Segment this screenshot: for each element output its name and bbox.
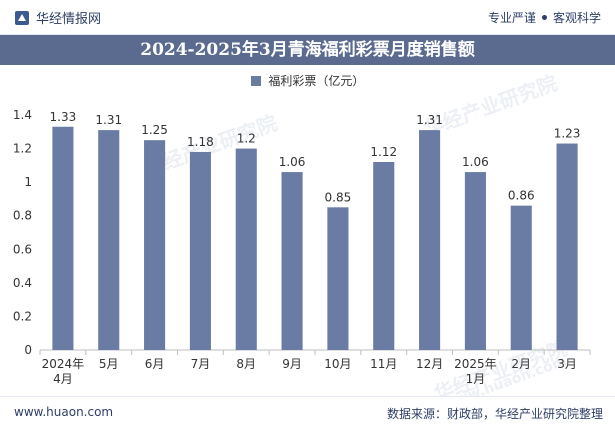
x-tick-label: 2月 (511, 357, 531, 371)
y-tick-label: 1.2 (13, 142, 32, 156)
legend-label: 福利彩票（亿元） (268, 74, 365, 88)
tagline: 专业严谨 客观科学 (488, 9, 601, 26)
bar (52, 126, 74, 350)
chart-legend: 福利彩票（亿元） (0, 72, 615, 89)
x-tick-label-line: 2024年 (42, 357, 85, 371)
brand-logo-icon (15, 10, 29, 25)
bar (373, 162, 395, 350)
x-tick-label: 11月 (370, 357, 397, 371)
brand-name: 华经情报网 (36, 12, 102, 27)
bar (235, 148, 257, 350)
bar (464, 172, 486, 350)
x-tick-label: 8月 (236, 357, 256, 371)
bar (556, 143, 578, 350)
x-tick-label-line: 6月 (145, 357, 165, 371)
bar-value-label: 1.23 (554, 127, 581, 141)
bar (419, 130, 441, 350)
bar (327, 207, 349, 350)
x-tick-label-line: 1月 (466, 372, 486, 386)
x-tick-label-line: 5月 (99, 357, 119, 371)
bar-value-label: 1.12 (370, 145, 397, 159)
tagline-right: 客观科学 (552, 11, 601, 25)
bar-value-label: 1.31 (416, 113, 443, 127)
x-tick-label-line: 11月 (370, 357, 397, 371)
bar-value-label: 1.06 (462, 155, 489, 169)
x-tick-label-line: 3月 (557, 357, 577, 371)
x-tick-label: 3月 (557, 357, 577, 371)
bar-value-label: 1.33 (50, 110, 77, 124)
bar (189, 151, 211, 350)
x-tick-label: 12月 (416, 357, 443, 371)
bar-value-label: 1.2 (237, 132, 256, 146)
x-tick-label-line: 4月 (53, 372, 73, 386)
y-tick-label: 0.8 (13, 209, 32, 223)
separator-dot-icon (541, 15, 547, 20)
x-tick-label: 2025年 1月 (454, 357, 497, 386)
x-tick-label-line: 12月 (416, 357, 443, 371)
x-tick-label-line: 2025年 (454, 357, 497, 371)
bar (510, 205, 532, 350)
bar-value-label: 0.85 (325, 190, 352, 204)
x-tick-label-line: 7月 (191, 357, 211, 371)
header-bar: 华经情报网 专业严谨 客观科学 (0, 0, 615, 35)
x-tick-label-line: 8月 (236, 357, 256, 371)
x-tick-label-line: 10月 (324, 357, 351, 371)
y-tick-label: 0.2 (13, 309, 32, 323)
x-tick-label-line: 2月 (511, 357, 531, 371)
bar-value-label: 1.06 (279, 155, 306, 169)
bar-value-label: 0.86 (508, 189, 535, 203)
x-tick-label: 7月 (191, 357, 211, 371)
y-tick-label: 1.4 (13, 108, 32, 122)
y-tick-label: 0 (24, 343, 32, 357)
data-source: 数据来源：财政部，华经产业研究院整理 (386, 407, 603, 421)
legend-swatch (250, 76, 261, 86)
tagline-left: 专业严谨 (487, 11, 536, 25)
y-tick-label: 0.6 (13, 242, 32, 256)
x-tick-label: 6月 (145, 357, 165, 371)
bar (144, 140, 166, 350)
site-url[interactable]: www.huaon.com (14, 405, 114, 419)
y-tick-label: 1 (24, 175, 32, 189)
bar-value-label: 1.25 (141, 123, 168, 137)
x-tick-label: 9月 (282, 357, 302, 371)
bar (98, 130, 120, 350)
bar (281, 172, 303, 350)
brand[interactable]: 华经情报网 (14, 8, 101, 27)
y-tick-label: 0.4 (13, 276, 32, 290)
bar-value-label: 1.31 (95, 113, 122, 127)
x-tick-label: 5月 (99, 357, 119, 371)
x-tick-label-line: 9月 (282, 357, 302, 371)
chart-title: 2024-2025年3月青海福利彩票月度销售额 (0, 35, 615, 65)
bar-value-label: 1.18 (187, 135, 214, 149)
x-tick-label: 10月 (324, 357, 351, 371)
x-tick-label: 2024年 4月 (42, 357, 85, 386)
footer-bar: www.huaon.com 数据来源：财政部，华经产业研究院整理 (0, 396, 615, 428)
